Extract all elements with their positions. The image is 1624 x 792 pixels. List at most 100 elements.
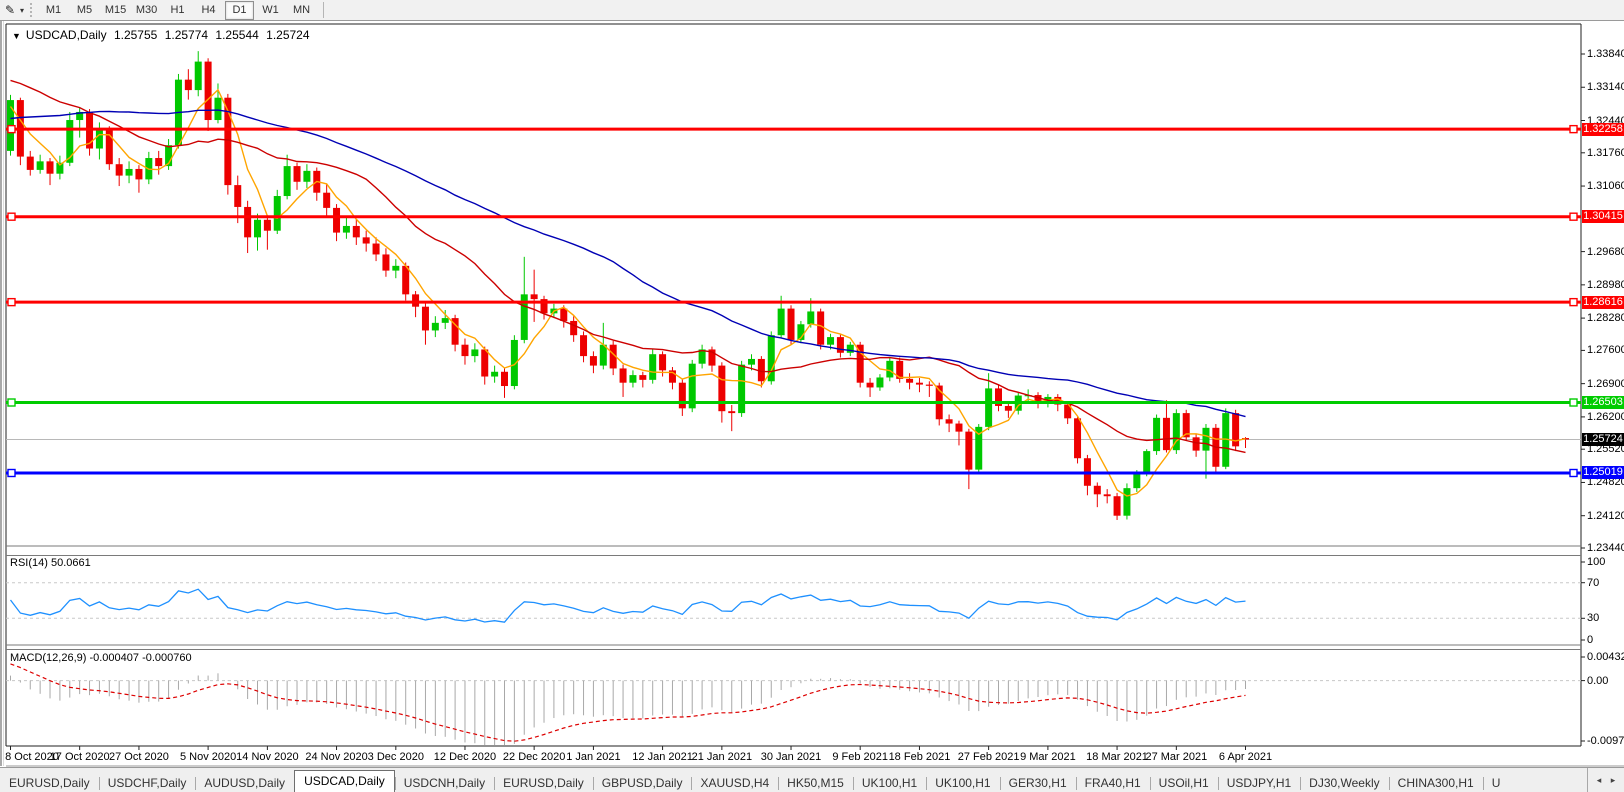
chart-tab-xauusd-h4[interactable]: XAUUSD,H4 bbox=[691, 774, 778, 792]
candle-body bbox=[402, 265, 410, 295]
candle-body bbox=[1202, 427, 1210, 451]
candle-body bbox=[580, 335, 588, 357]
candle-body bbox=[728, 411, 736, 414]
timeframe-button-m1[interactable]: M1 bbox=[45, 3, 62, 16]
price-axis-label: 1.26200 bbox=[1587, 410, 1624, 423]
timeframe-buttons: M1 M5 M15 M30 H1 H4 D1 W1 MN bbox=[38, 0, 317, 20]
candles bbox=[7, 51, 1249, 520]
timeframe-button-m5[interactable]: M5 bbox=[76, 3, 93, 16]
candle-body bbox=[757, 358, 765, 382]
toolbar-grip-handle[interactable] bbox=[30, 3, 33, 17]
candle-body bbox=[412, 294, 420, 307]
timeframe-button-h1[interactable]: H1 bbox=[170, 3, 185, 16]
chart-tab-dj30-weekly[interactable]: DJ30,Weekly bbox=[1300, 774, 1388, 792]
candle-body bbox=[1182, 413, 1190, 438]
chart-tab-fra40-h1[interactable]: FRA40,H1 bbox=[1075, 774, 1150, 792]
macd-indicator-label: MACD(12,26,9) -0.000407 -0.000760 bbox=[10, 652, 192, 664]
moving-average-45 bbox=[10, 109, 1246, 418]
timeframe-button-d1[interactable]: D1 bbox=[225, 0, 255, 20]
toolbar-separator bbox=[323, 2, 325, 18]
tab-scroll-left-icon[interactable]: ◂ bbox=[1596, 775, 1602, 785]
chart-tab-hk50-m15[interactable]: HK50,M15 bbox=[778, 774, 853, 792]
level-handle bbox=[1569, 468, 1578, 478]
candle-body bbox=[678, 382, 686, 409]
moving-average-5 bbox=[9, 88, 1246, 497]
candle-body bbox=[184, 79, 192, 91]
candle-body bbox=[1153, 417, 1161, 452]
candle-body bbox=[836, 337, 844, 353]
candle-body bbox=[1004, 405, 1012, 411]
candle-body bbox=[1192, 437, 1200, 451]
chart-tab-china300-h1[interactable]: CHINA300,H1 bbox=[1388, 774, 1483, 792]
date-axis-label: 6 Apr 2021 bbox=[1218, 751, 1273, 763]
candle-body bbox=[95, 129, 103, 149]
date-axis-label: 12 Jan 2021 bbox=[632, 751, 693, 763]
date-axis-label: 27 Feb 2021 bbox=[957, 751, 1020, 763]
candle-body bbox=[1064, 404, 1072, 419]
price-axis-label: 1.23440 bbox=[1587, 542, 1624, 554]
candle-body bbox=[589, 356, 597, 366]
chart-tab-eurusd-daily[interactable]: EURUSD,Daily bbox=[9, 776, 90, 790]
date-axis-label: 8 Oct 2020 bbox=[5, 751, 59, 763]
chart-tab-ger30-h1[interactable]: GER30,H1 bbox=[999, 774, 1076, 792]
level-handle bbox=[1569, 124, 1578, 134]
candle-body bbox=[471, 349, 479, 357]
chevron-down-icon[interactable]: ▾ bbox=[20, 5, 25, 15]
level-badge-1.32258: 1.32258 bbox=[1582, 122, 1624, 136]
candle-body bbox=[807, 311, 815, 325]
date-axis-label: 18 Feb 2021 bbox=[888, 751, 951, 763]
timeframe-button-m30[interactable]: M30 bbox=[135, 3, 158, 16]
candle-body bbox=[609, 344, 617, 369]
candle-body bbox=[629, 375, 637, 383]
level-handle bbox=[7, 297, 16, 307]
candle-body bbox=[481, 349, 489, 377]
level-badge-1.26503: 1.26503 bbox=[1582, 396, 1624, 409]
chart-tab-usdchf-daily[interactable]: USDCHF,Daily bbox=[98, 774, 196, 792]
price-axis-label: 1.25520 bbox=[1587, 443, 1624, 456]
candle-body bbox=[26, 156, 34, 170]
timeframe-button-w1[interactable]: W1 bbox=[262, 3, 279, 16]
candle-body bbox=[510, 339, 518, 387]
chart-tab-usoil-h1[interactable]: USOil,H1 bbox=[1149, 774, 1218, 792]
candle-body bbox=[234, 185, 242, 207]
candle-body bbox=[1143, 451, 1151, 473]
tab-scroll-right-icon[interactable]: ▸ bbox=[1610, 775, 1616, 785]
price-axis-label: 1.31060 bbox=[1587, 180, 1624, 193]
candle-body bbox=[303, 170, 311, 182]
chart-tab-usdcnh-daily[interactable]: USDCNH,Daily bbox=[394, 774, 494, 792]
open-value: 1.25755 bbox=[113, 28, 158, 42]
chart-tab-usdcad-daily[interactable]: USDCAD,Daily bbox=[294, 770, 395, 792]
chart-tab-audusd-daily[interactable]: AUDUSD,Daily bbox=[195, 774, 294, 792]
chart-tab-usdjpy-h1[interactable]: USDJPY,H1 bbox=[1217, 774, 1300, 792]
date-axis-label: 30 Jan 2021 bbox=[760, 751, 822, 763]
high-value: 1.25774 bbox=[164, 28, 209, 42]
chart-tab-u[interactable]: U bbox=[1482, 774, 1510, 792]
candle-body bbox=[392, 265, 400, 271]
chart-tab-uk100-h1[interactable]: UK100,H1 bbox=[926, 774, 999, 792]
candle-body bbox=[263, 219, 271, 231]
pencil-tool-icon[interactable]: ✎ bbox=[4, 3, 16, 17]
window-edge bbox=[0, 21, 2, 766]
candle-body bbox=[1222, 413, 1230, 467]
collapse-triangle-icon[interactable]: ▼ bbox=[12, 31, 21, 41]
candle-body bbox=[649, 354, 657, 380]
candle-body bbox=[362, 237, 370, 244]
chart-tab-uk100-h1[interactable]: UK100,H1 bbox=[852, 774, 926, 792]
timeframe-button-m15[interactable]: M15 bbox=[104, 3, 127, 16]
chart-tab-eurusd-daily[interactable]: EURUSD,Daily bbox=[494, 774, 593, 792]
timeframe-button-mn[interactable]: MN bbox=[292, 3, 311, 16]
candle-body bbox=[817, 311, 825, 345]
candle-body bbox=[570, 320, 578, 336]
date-axis-label: 21 Jan 2021 bbox=[691, 751, 753, 763]
candle-body bbox=[748, 358, 755, 365]
date-axis-label: 17 Oct 2020 bbox=[49, 751, 110, 763]
timeframe-button-h4[interactable]: H4 bbox=[201, 3, 216, 16]
candle-body bbox=[995, 388, 1002, 406]
candle-body bbox=[372, 243, 380, 255]
candle-body bbox=[1232, 413, 1240, 447]
date-axis-label: 1 Jan 2021 bbox=[566, 751, 621, 763]
tab-scroll-controls: ◂ ▸ bbox=[1587, 768, 1624, 792]
chart-tab-gbpusd-daily[interactable]: GBPUSD,Daily bbox=[592, 774, 692, 792]
candle-body bbox=[56, 162, 64, 174]
